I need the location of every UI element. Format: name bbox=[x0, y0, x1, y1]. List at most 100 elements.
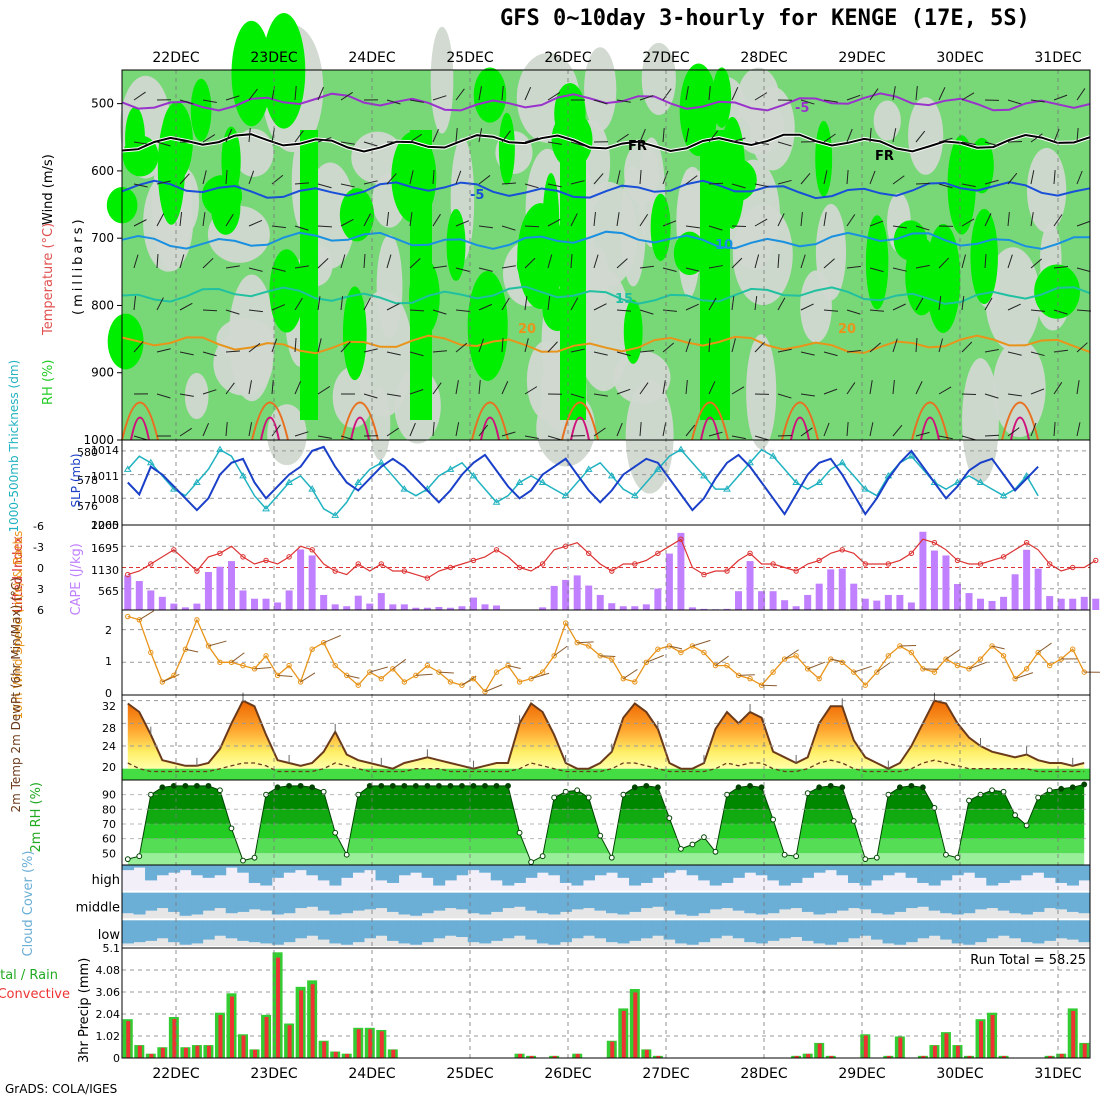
thickness-point bbox=[653, 465, 662, 472]
wind-10m-barb bbox=[162, 674, 180, 683]
wind-barb bbox=[133, 435, 148, 441]
wind-barb bbox=[524, 183, 539, 189]
pressure-tick-label: 900 bbox=[91, 366, 114, 380]
precip-convective-bar bbox=[160, 1047, 165, 1058]
cloud-bar-middle bbox=[905, 892, 918, 909]
rh-point bbox=[124, 856, 131, 863]
cloud-bar-high bbox=[352, 865, 365, 873]
cloud-bar-low bbox=[1020, 920, 1033, 943]
wind-barb bbox=[156, 297, 164, 311]
wind-barb bbox=[202, 212, 206, 227]
cloud-bar-high bbox=[364, 865, 377, 871]
rh-point bbox=[827, 782, 834, 789]
cloud-bar-low bbox=[905, 920, 918, 943]
cloud-bar-middle bbox=[214, 892, 227, 909]
rh-point bbox=[447, 782, 454, 789]
wind-speed-point bbox=[931, 669, 938, 675]
wind-barb bbox=[455, 309, 470, 313]
wind-barb bbox=[1076, 170, 1083, 185]
rh-point bbox=[873, 854, 880, 861]
cloud-bar-middle bbox=[456, 892, 469, 910]
cloud-bar-high bbox=[156, 865, 169, 876]
precip-convective-bar bbox=[299, 990, 304, 1058]
rh-point bbox=[920, 784, 926, 791]
cape-bar bbox=[585, 585, 593, 610]
wind-10m-barb bbox=[254, 667, 272, 670]
wind-barb bbox=[823, 309, 838, 312]
rh-dry-patch bbox=[1026, 147, 1067, 233]
thickness-point bbox=[999, 491, 1008, 499]
rh-band bbox=[127, 853, 1085, 865]
rh-moist-patch bbox=[161, 101, 193, 181]
cloud-bar-middle bbox=[502, 892, 515, 909]
wind-barb bbox=[639, 170, 642, 185]
wind-barb bbox=[294, 380, 302, 395]
precip-convective-bar bbox=[990, 1014, 995, 1058]
cape-bar bbox=[688, 607, 696, 610]
cloud-bar-high bbox=[940, 865, 953, 881]
thickness-point bbox=[331, 511, 340, 518]
cloud-bar-high bbox=[663, 865, 676, 873]
rh-point bbox=[735, 784, 742, 791]
wind-barb bbox=[800, 351, 815, 356]
wind-barb bbox=[823, 133, 836, 143]
temp-ylabel: 2m Temp 2m DewPt (6hr Min/Max) (°C) bbox=[9, 577, 23, 812]
wind-barb bbox=[524, 86, 532, 101]
wind-speed-point bbox=[770, 669, 776, 675]
wind-barb bbox=[547, 183, 562, 188]
cloud-bar-middle bbox=[352, 892, 365, 911]
wind-barb bbox=[340, 91, 353, 101]
cloud-label: Cloud Cover (%) bbox=[21, 851, 36, 957]
wind-ylabel: 10m Wind Speed (m/s) & Barbs bbox=[11, 531, 25, 720]
cloud-bar-high bbox=[848, 865, 861, 883]
cloud-bar-high bbox=[824, 865, 837, 871]
wind-barb bbox=[409, 422, 416, 437]
wind-barb bbox=[869, 128, 872, 143]
cloud-bar-middle bbox=[525, 892, 538, 911]
wind-speed-point bbox=[470, 675, 477, 682]
wind-barb bbox=[915, 381, 923, 395]
wind-barb bbox=[938, 87, 946, 101]
cloud-bar-low bbox=[582, 920, 595, 936]
date-label-bottom: 31DEC bbox=[1034, 1066, 1081, 1082]
cape-bar bbox=[896, 594, 904, 610]
rh-tick-label: 70 bbox=[102, 818, 116, 831]
cape-bar bbox=[331, 604, 339, 610]
wind-speed-point bbox=[678, 649, 684, 656]
rh-point bbox=[896, 784, 903, 791]
isotherm-label: 15 bbox=[615, 292, 633, 307]
cloud-bar-high bbox=[398, 865, 411, 876]
wind-barb bbox=[271, 304, 286, 311]
wind-tick-label: 2 bbox=[105, 624, 112, 637]
precip-tick-label: 4.08 bbox=[96, 964, 121, 977]
wind-barb bbox=[1030, 422, 1037, 437]
wind-tick-label: 1 bbox=[105, 655, 112, 668]
rh-point bbox=[401, 782, 408, 789]
cloud-bar-low bbox=[387, 920, 400, 941]
wind-barb bbox=[179, 427, 193, 437]
cloud-bar-high bbox=[525, 865, 538, 878]
wind-barb bbox=[1007, 351, 1022, 356]
wind-10m-barb bbox=[761, 684, 777, 687]
wind-barb bbox=[294, 265, 309, 269]
wind-barb bbox=[823, 388, 838, 395]
cloud-bar-low bbox=[306, 920, 319, 936]
cape-bar bbox=[677, 532, 685, 610]
wind-barb bbox=[455, 380, 459, 395]
cloud-bar-high bbox=[721, 865, 734, 883]
rh-dry-patch bbox=[625, 378, 674, 494]
cloud-bar-middle bbox=[629, 892, 642, 912]
cloud-bar-low bbox=[202, 920, 215, 940]
wind-barb bbox=[248, 380, 252, 395]
cape-bar bbox=[135, 581, 143, 610]
wind-barb bbox=[800, 172, 811, 185]
rh-point bbox=[551, 794, 558, 801]
cloud-bar-low bbox=[260, 920, 273, 944]
wind-10m-barb bbox=[646, 654, 664, 663]
rh-moist-column bbox=[700, 130, 730, 420]
wind-barb bbox=[409, 99, 424, 103]
cloud-bar-high bbox=[1078, 865, 1091, 881]
wind-barb bbox=[639, 265, 654, 269]
cloud-bar-low bbox=[640, 920, 653, 939]
lifted-point bbox=[1093, 557, 1099, 564]
